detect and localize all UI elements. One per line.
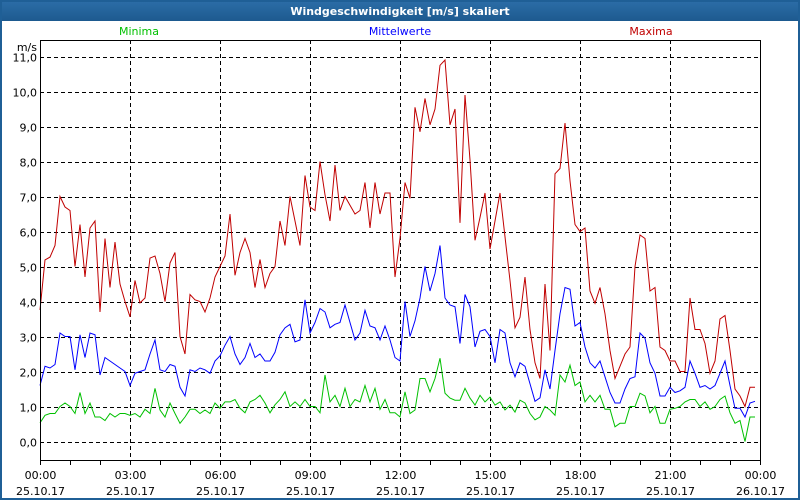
x-tick-time: 00:00 (745, 469, 777, 482)
y-tick-label: 1,0 (20, 402, 38, 415)
y-tick-label: 4,0 (20, 297, 38, 310)
x-tick-date: 25.10.17 (196, 485, 245, 498)
x-tick-time: 21:00 (655, 469, 687, 482)
y-tick-label: 8,0 (20, 157, 38, 170)
x-tick-time: 15:00 (475, 469, 507, 482)
x-tick-date: 25.10.17 (16, 485, 65, 498)
y-tick-label: 6,0 (20, 227, 38, 240)
y-tick-label: 11,0 (13, 52, 38, 65)
axes: 0,0 1,0 2,0 3,0 4,0 5,0 6,0 7,0 8,0 9,0 10,0 11,0 00… (13, 52, 785, 499)
series-line-maxima (39, 58, 755, 408)
y-tick-label: 5,0 (20, 262, 38, 275)
x-tick-time: 18:00 (565, 469, 597, 482)
x-tick-date: 25.10.17 (466, 485, 515, 498)
y-tick-label: 0,0 (20, 437, 38, 450)
window-title: Windgeschwindigkeit [m/s] skaliert (2, 2, 798, 21)
y-tick-label: 7,0 (20, 192, 38, 205)
x-tick-time: 12:00 (385, 469, 417, 482)
x-tick-date: 26.10.17 (736, 485, 785, 498)
legend-maxima: Maxima (629, 25, 672, 38)
x-tick-time: 03:00 (115, 469, 147, 482)
plot-frame (40, 40, 761, 461)
x-tick-time: 06:00 (205, 469, 237, 482)
grid (40, 40, 760, 461)
series-line-minima (39, 358, 755, 442)
y-tick-label: 3,0 (20, 332, 38, 345)
series-line-mittelwerte (39, 245, 756, 419)
y-tick-label: 10,0 (13, 87, 38, 100)
y-axis-unit: m/s (17, 41, 37, 54)
x-tick-time: 00:00 (25, 469, 57, 482)
x-tick-date: 25.10.17 (376, 485, 425, 498)
x-tick-date: 25.10.17 (106, 485, 155, 498)
legend-mittelwerte: Mittelwerte (369, 25, 432, 38)
x-tick-date: 25.10.17 (556, 485, 605, 498)
x-tick-time: 09:00 (295, 469, 327, 482)
series-lines (39, 58, 756, 442)
y-tick-label: 9,0 (20, 122, 38, 135)
x-tick-date: 25.10.17 (646, 485, 695, 498)
legend-minima: Minima (119, 25, 159, 38)
y-tick-label: 2,0 (20, 367, 38, 380)
x-tick-date: 25.10.17 (286, 485, 335, 498)
